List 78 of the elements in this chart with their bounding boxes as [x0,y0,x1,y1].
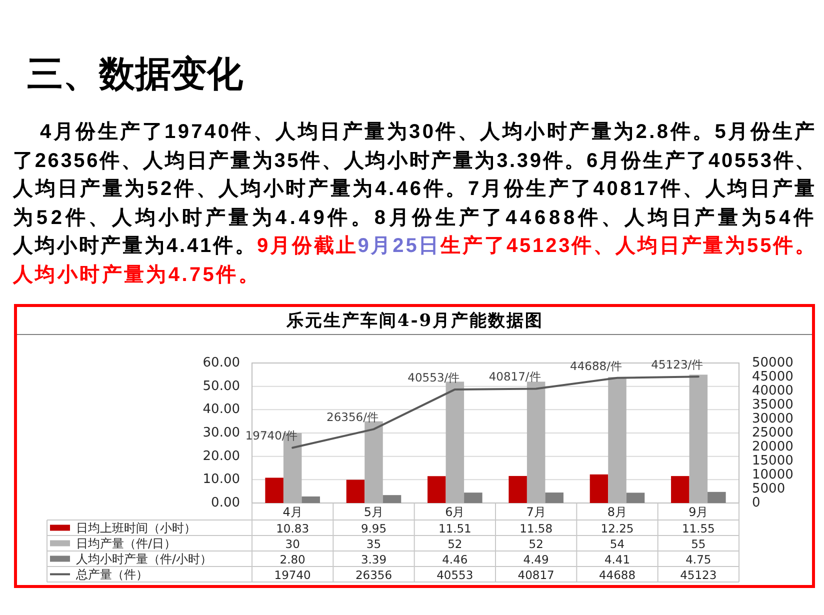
data-label: 4.49 [523,552,549,566]
bar [626,492,645,503]
data-label: 11.58 [520,521,553,536]
chart-title: 乐元生产车间4-9月产能数据图 [285,311,544,331]
annotation: 45123/件 [651,358,704,372]
bar [545,492,564,503]
text: 9月25日 [358,235,441,258]
data-label: 12.25 [600,521,634,536]
annotation: 44688/件 [570,358,622,373]
legend-label: 日均上班时间（小时） [76,520,196,535]
y-tick-label: 60.00 [202,356,240,370]
data-label: 10.83 [276,521,310,536]
bar [265,478,284,503]
bar [590,474,608,503]
data-label: 35 [366,536,382,551]
text: 4月份生产了19740件、人均日产量为30件、人均小时产量为2.8件。5月份生产了26356件、人均日产量为35件、人均小时产量为3.39件。6月份生产了40553件、人均日产量为52件、人均小时产量为4.46件。7月份生产了40817件、人均日产量为52件、人均小时产量为4.49件。8月份生产了44688件、人均日产量为54件 [13,121,817,229]
data-label: 52 [448,536,462,551]
data-label: 4.46 [442,552,468,566]
y-tick-label: 10.00 [202,472,240,488]
legend-label: 总产量（件） [75,567,148,582]
y2-tick-label: 50000 [752,356,794,370]
y-tick-label: 20.00 [202,448,240,464]
bar [464,492,482,503]
data-label: 45123 [680,568,717,582]
bar [508,476,527,503]
bar [346,480,365,503]
y2-tick-label: 5000 [752,482,786,496]
annotation: 40553/件 [408,370,460,384]
data-label: 40817 [518,568,554,582]
text: 人均小时产量为4.75件。 [13,264,261,286]
y2-tick-label: 10000 [752,468,794,482]
annotation: 19740/件 [245,428,298,443]
data-label: 11.51 [438,521,472,536]
y-tick-label: 40.00 [202,402,240,418]
annotation: 40817/件 [488,370,542,384]
x-tick-label: 6月 [445,505,465,519]
x-tick-label: 7月 [526,505,546,519]
bar [671,476,690,503]
data-label: 11.55 [682,521,715,536]
data-label: 3.39 [360,552,387,566]
x-tick-label: 8月 [607,505,628,519]
y2-tick-label: 45000 [752,370,794,384]
data-label: 19740 [274,568,311,582]
legend-label: 日均产量（件/日） [76,536,176,550]
x-tick-label: 9月 [688,505,708,519]
y2-tick-label: 0 [752,496,760,510]
annotation: 26356/件 [326,410,379,424]
y-tick-label: 50.00 [202,378,240,394]
y2-tick-label: 25000 [752,426,794,440]
bar [302,496,320,503]
bar [382,495,402,503]
y2-tick-label: 40000 [752,384,794,398]
text: 生产了45123件、人均日产量为55件。 [440,235,817,258]
legend-label: 人均小时产量（件/小时） [76,552,212,566]
data-label: 40553 [436,568,474,582]
data-label: 30 [285,536,300,551]
data-label: 4.75 [686,552,712,566]
data-label: 4.41 [604,552,630,566]
data-label: 9.95 [360,521,387,536]
x-tick-label: 4月 [282,505,302,519]
y2-tick-label: 15000 [752,454,794,468]
y-tick-label: 30.00 [202,426,240,440]
text: 人均小时产量为4.41件。 [13,235,257,258]
y2-tick-label: 30000 [752,412,794,426]
data-label: 44688 [598,568,636,582]
bar [428,476,446,503]
y-tick-label: 0.00 [211,496,240,510]
y2-tick-label: 20000 [752,440,794,454]
text: 9月份截止 [256,235,358,258]
y2-tick-label: 35000 [752,398,794,412]
x-tick-label: 5月 [364,505,384,519]
data-label: 2.80 [280,552,306,566]
data-label: 55 [691,536,706,551]
bar [708,492,726,503]
data-label: 54 [610,536,625,551]
data-label: 26356 [355,568,392,582]
data-label: 52 [528,536,544,551]
text: 三、数据变化 [27,52,243,96]
